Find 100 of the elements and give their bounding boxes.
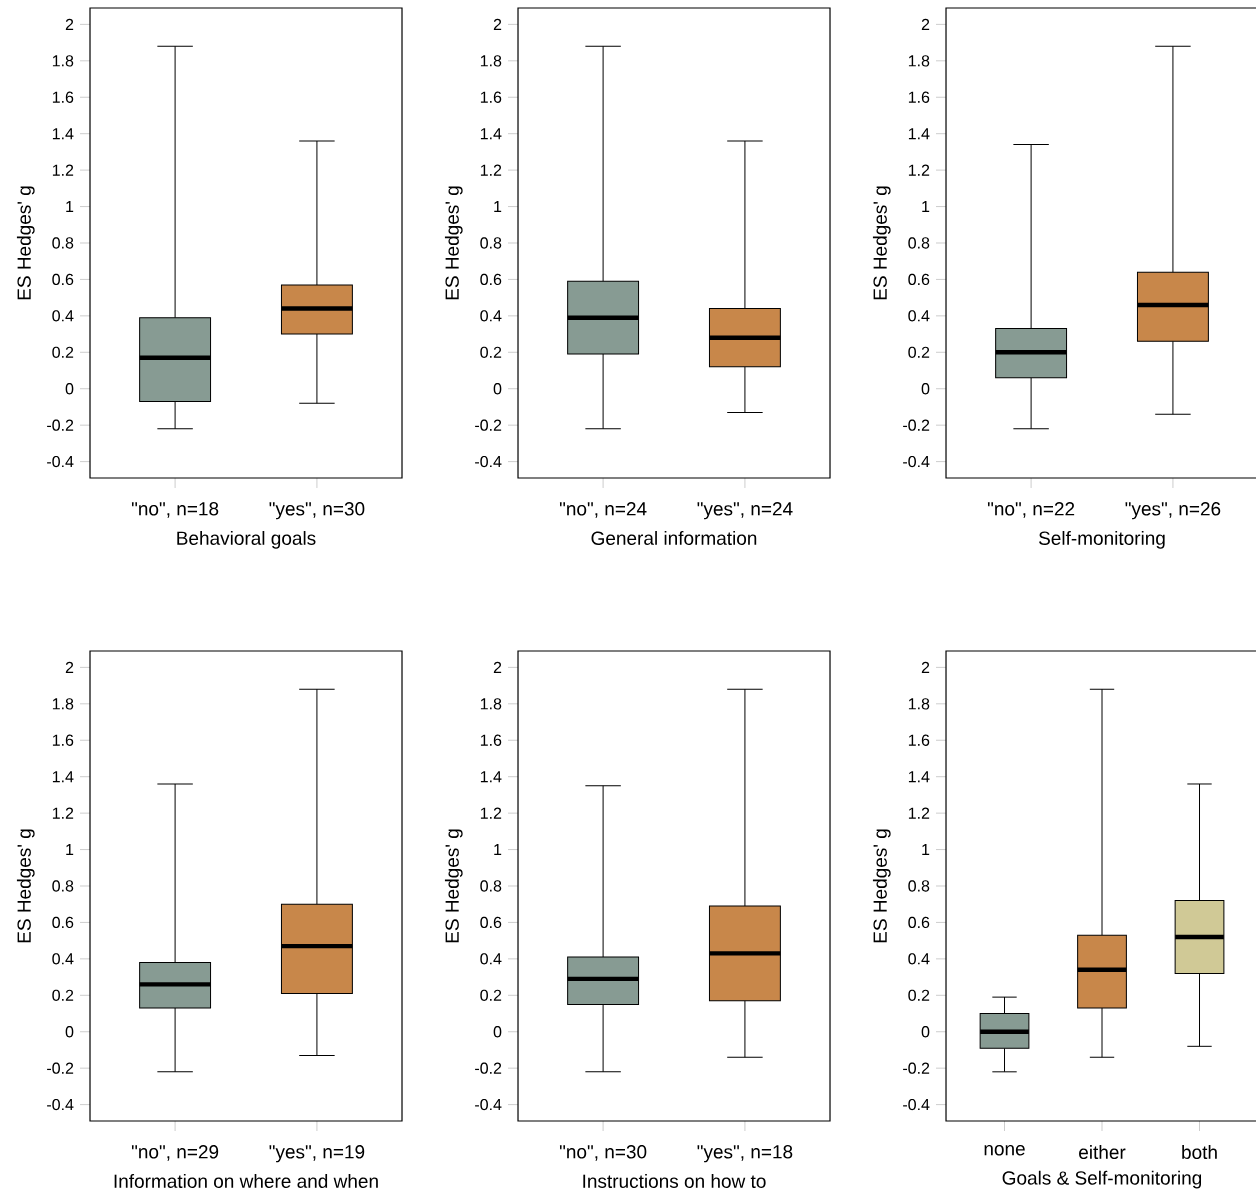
y-tick-label: 2 xyxy=(921,661,930,673)
y-tick-label: 1.2 xyxy=(480,807,502,819)
y-tick-label: -0.2 xyxy=(475,1062,502,1074)
y-tick-label: 0.4 xyxy=(480,953,502,965)
y-tick-label: 1 xyxy=(922,201,930,213)
y-tick-label: 0.6 xyxy=(52,273,74,286)
x-tick-label: either xyxy=(1079,1145,1126,1160)
y-tick-label: 0.2 xyxy=(908,346,930,358)
y-tick-label: 2 xyxy=(493,18,502,30)
y-axis-title: ES Hedges' g xyxy=(444,186,463,300)
y-tick-label: 1.2 xyxy=(52,807,74,819)
y-axis-title: ES Hedges' g xyxy=(16,186,35,300)
y-tick-label: 0.8 xyxy=(908,880,930,892)
y-tick-label: 1.4 xyxy=(480,128,502,140)
y-tick-label: 1.8 xyxy=(908,55,930,67)
y-tick-label: -0.4 xyxy=(903,1098,930,1111)
y-tick-label: 0.6 xyxy=(480,916,502,929)
y-tick-label: -0.2 xyxy=(47,419,74,431)
y-tick-label: -0.4 xyxy=(47,455,74,468)
y-tick-label: 0.4 xyxy=(52,310,74,322)
y-tick-label: 1.8 xyxy=(480,55,502,67)
y-tick-label: 1.6 xyxy=(52,734,74,746)
y-tick-label: 0.6 xyxy=(480,273,502,286)
y-tick-label: -0.2 xyxy=(903,1062,930,1074)
y-tick-label: 0.4 xyxy=(908,953,930,965)
y-tick-label: 1.6 xyxy=(908,734,930,746)
y-tick-label: 1 xyxy=(494,844,502,856)
y-tick-label: 1 xyxy=(66,844,74,856)
y-tick-label: -0.4 xyxy=(475,455,502,468)
x-tick-label: "yes", n=18 xyxy=(697,1145,793,1163)
y-tick-label: -0.4 xyxy=(903,455,930,468)
x-tick-label: "no", n=22 xyxy=(987,502,1075,518)
y-tick-label: 2 xyxy=(65,661,74,673)
y-axis-title: ES Hedges' g xyxy=(872,186,891,300)
y-tick-label: 1.2 xyxy=(480,164,502,176)
y-tick-label: 1 xyxy=(66,201,74,213)
y-tick-label: 0 xyxy=(921,1026,930,1038)
y-tick-label: 2 xyxy=(65,18,74,30)
y-tick-label: 0 xyxy=(493,1026,502,1038)
y-tick-label: 1.4 xyxy=(908,771,930,783)
x-axis-title: Self-monitoring xyxy=(1039,531,1165,549)
y-tick-label: 1.2 xyxy=(908,807,930,819)
y-tick-label: 1.4 xyxy=(480,771,502,783)
y-tick-label: 0.4 xyxy=(908,310,930,322)
x-tick-label: "no", n=29 xyxy=(131,1145,219,1161)
y-tick-label: 0 xyxy=(921,383,930,395)
y-tick-label: 0 xyxy=(65,1026,74,1038)
y-tick-label: 2 xyxy=(921,18,930,30)
x-tick-label: "no", n=30 xyxy=(559,1145,647,1161)
y-tick-label: 0.8 xyxy=(52,237,74,249)
x-tick-label: "no", n=24 xyxy=(559,502,647,518)
y-tick-label: -0.2 xyxy=(475,419,502,431)
y-tick-label: 1.8 xyxy=(52,55,74,67)
y-tick-label: 1.6 xyxy=(52,91,74,103)
y-tick-label: 0.6 xyxy=(908,273,930,286)
y-tick-label: 2 xyxy=(493,661,502,673)
y-tick-label: 0.8 xyxy=(52,880,74,892)
x-axis-title: Goals & Self-monitoring xyxy=(1002,1170,1202,1189)
x-axis-title: Behavioral goals xyxy=(177,531,316,549)
y-axis-title: ES Hedges' g xyxy=(872,829,891,943)
y-tick-label: 1.8 xyxy=(908,698,930,710)
y-tick-label: 0.8 xyxy=(908,237,930,249)
y-tick-label: 1.8 xyxy=(52,698,74,710)
x-axis-title: Instructions on how to xyxy=(583,1174,766,1188)
y-tick-label: 0.4 xyxy=(480,310,502,322)
x-tick-label: "yes", n=19 xyxy=(269,1145,365,1163)
y-axis-title: ES Hedges' g xyxy=(16,829,35,943)
y-tick-label: 0 xyxy=(65,383,74,395)
y-tick-label: 0.8 xyxy=(480,237,502,249)
y-tick-label: 0.2 xyxy=(52,346,74,358)
y-tick-label: 0.2 xyxy=(480,346,502,358)
y-tick-label: 1.6 xyxy=(480,91,502,103)
y-tick-label: 0.6 xyxy=(908,916,930,929)
y-tick-label: 0.6 xyxy=(52,916,74,929)
y-tick-label: 1.6 xyxy=(480,734,502,746)
y-tick-label: 1.4 xyxy=(908,128,930,140)
x-axis-title: General information xyxy=(591,531,757,545)
y-tick-label: 1.4 xyxy=(52,128,74,140)
x-tick-label: "yes", n=30 xyxy=(269,502,365,520)
x-tick-label: "no", n=18 xyxy=(131,502,219,518)
x-tick-label: "yes", n=26 xyxy=(1125,502,1221,520)
y-tick-label: 0.2 xyxy=(52,989,74,1001)
x-axis-title: Information on where and when xyxy=(114,1174,378,1188)
y-tick-label: 1.4 xyxy=(52,771,74,783)
y-axis-title: ES Hedges' g xyxy=(444,829,463,943)
y-tick-label: 1.8 xyxy=(480,698,502,710)
y-tick-label: 0.8 xyxy=(480,880,502,892)
y-tick-label: 1.2 xyxy=(52,164,74,176)
y-tick-label: 0 xyxy=(493,383,502,395)
y-tick-label: -0.4 xyxy=(47,1098,74,1111)
y-tick-label: -0.2 xyxy=(47,1062,74,1074)
x-tick-label: none xyxy=(984,1145,1025,1156)
y-tick-label: 1.2 xyxy=(908,164,930,176)
y-tick-label: 0.2 xyxy=(480,989,502,1001)
y-tick-label: 1 xyxy=(494,201,502,213)
y-tick-label: 1.6 xyxy=(908,91,930,103)
y-tick-label: -0.4 xyxy=(475,1098,502,1111)
y-tick-label: 0.4 xyxy=(52,953,74,965)
y-tick-label: -0.2 xyxy=(903,419,930,431)
y-tick-label: 1 xyxy=(922,844,930,856)
